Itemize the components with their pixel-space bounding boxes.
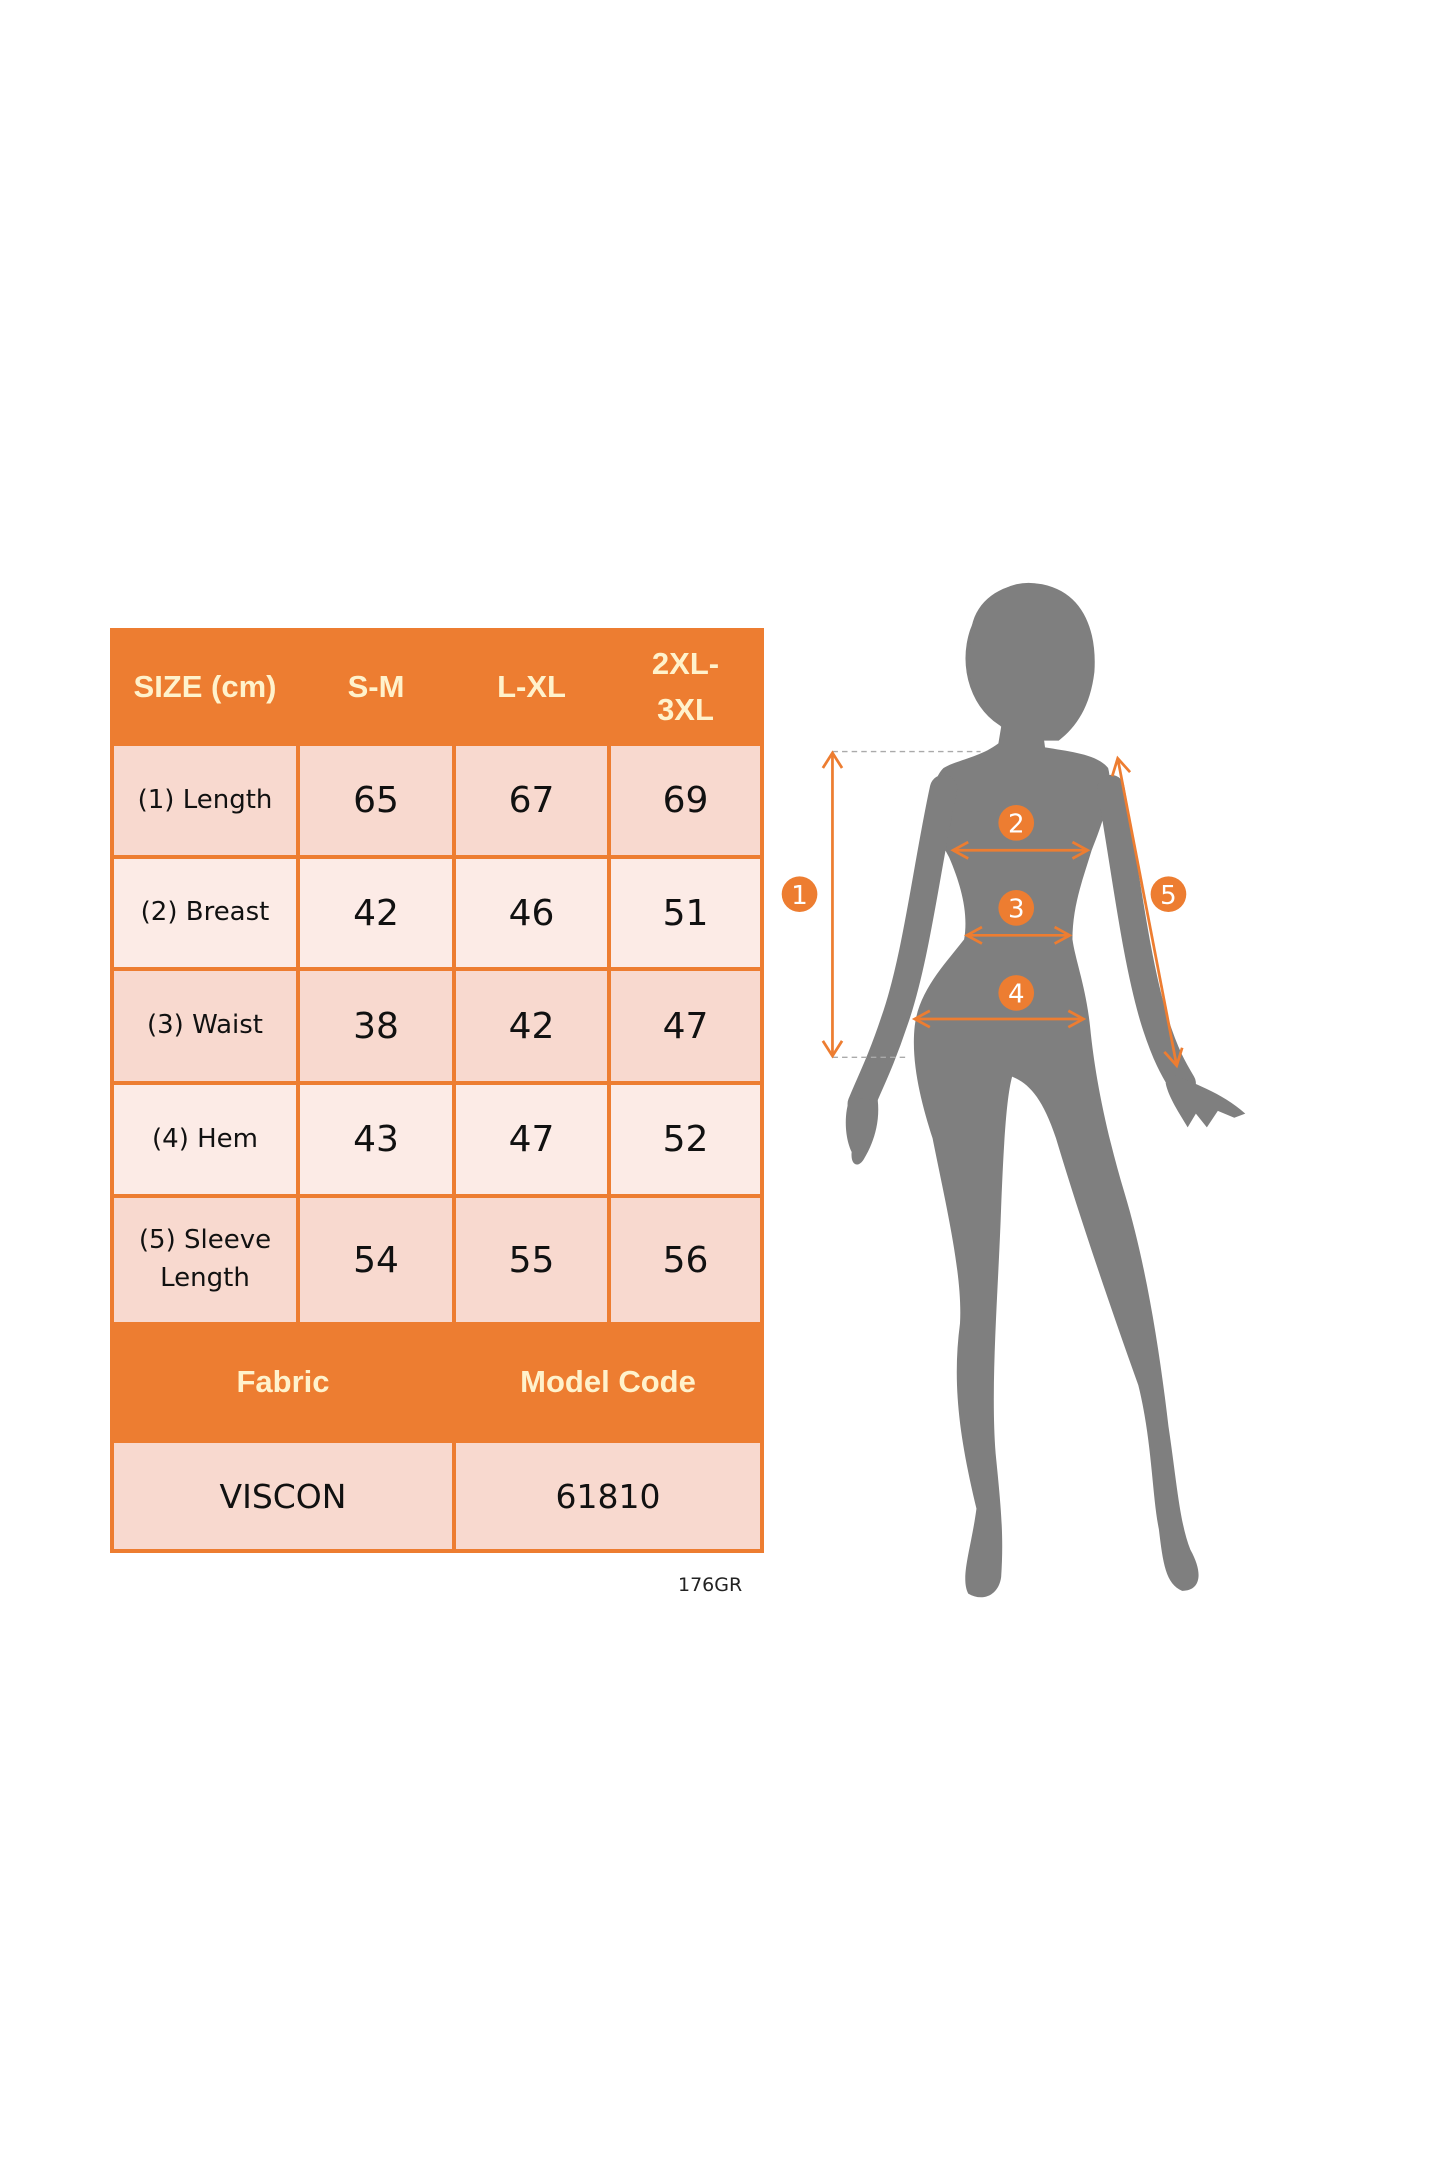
header-size-s-m: S-M — [347, 668, 405, 704]
table-cell: 55 — [456, 1198, 607, 1322]
silhouette-right-hand — [1165, 1072, 1246, 1128]
table-cell: 56 — [611, 1198, 760, 1322]
table-cell: 67 — [456, 746, 607, 855]
marker-5: 5 — [1150, 876, 1187, 912]
table-cell: 38 — [300, 971, 452, 1081]
table-cell: 46 — [456, 859, 607, 967]
table-cell: 65 — [300, 746, 452, 855]
fabric-label: Fabric — [236, 1364, 330, 1400]
fabric-value: VISCON — [114, 1443, 452, 1549]
header-size-l-xl: L-XL — [497, 668, 566, 704]
silhouette-right-arm — [1097, 774, 1196, 1098]
marker-2: 2 — [998, 805, 1035, 841]
marker-1: 1 — [781, 876, 818, 912]
silhouette-left-arm — [847, 774, 958, 1118]
woman-silhouette — [845, 582, 1246, 1598]
sleeve-arrow — [1110, 755, 1184, 1069]
table-cell: 43 — [300, 1085, 452, 1194]
row-label-waist: (3) Waist — [114, 971, 296, 1081]
breast-arrow — [950, 840, 1091, 860]
header-size-cm: SIZE (cm) — [133, 668, 277, 704]
size-chart-table: SIZE (cm) S-M L-XL 2XL-3XL (1) Length 65… — [110, 628, 764, 1553]
row-label-breast: (2) Breast — [114, 859, 296, 967]
table-cell: 52 — [611, 1085, 760, 1194]
model-code-value: 61810 — [456, 1443, 760, 1549]
waist-arrow — [963, 925, 1073, 945]
svg-text:4: 4 — [1008, 980, 1025, 1010]
row-label-length: (1) Length — [114, 746, 296, 855]
measurement-annotations — [821, 750, 1184, 1069]
header-size-2xl-3xl: 2XL-3XL — [651, 645, 720, 728]
marker-4: 4 — [998, 975, 1035, 1011]
table-cell: 47 — [611, 971, 760, 1081]
svg-text:2: 2 — [1008, 809, 1025, 839]
svg-text:5: 5 — [1160, 881, 1177, 911]
row-label-hem: (4) Hem — [114, 1085, 296, 1194]
table-cell: 54 — [300, 1198, 452, 1322]
svg-text:1: 1 — [791, 881, 808, 911]
model-code-label: Model Code — [520, 1364, 696, 1400]
row-label-sleeve-length: (5) Sleeve Length — [114, 1198, 296, 1322]
silhouette-body — [913, 726, 1199, 1598]
marker-3: 3 — [998, 890, 1035, 926]
silhouette-left-hand — [845, 1097, 879, 1165]
hem-arrow — [911, 1009, 1087, 1029]
silhouette-hair — [968, 583, 1095, 741]
length-arrow — [821, 750, 844, 1059]
table-cell: 47 — [456, 1085, 607, 1194]
svg-text:3: 3 — [1008, 894, 1025, 924]
table-cell: 42 — [456, 971, 607, 1081]
table-cell: 69 — [611, 746, 760, 855]
product-code-note: 176GR — [678, 1574, 743, 1596]
table-cell: 42 — [300, 859, 452, 967]
table-cell: 51 — [611, 859, 760, 967]
